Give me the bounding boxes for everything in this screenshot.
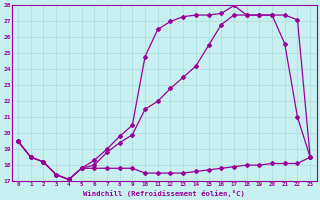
X-axis label: Windchill (Refroidissement éolien,°C): Windchill (Refroidissement éolien,°C) [83, 190, 245, 197]
